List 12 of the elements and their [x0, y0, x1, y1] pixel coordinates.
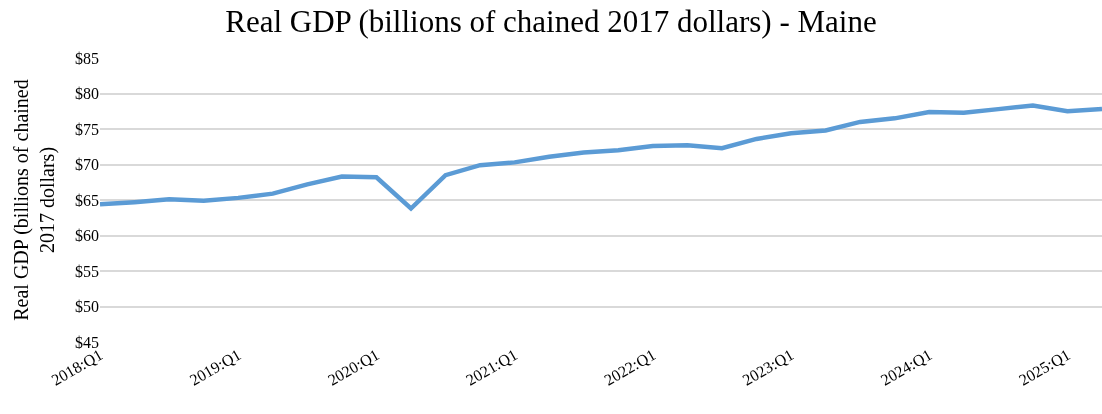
y-tick-label: $75: [75, 120, 99, 138]
chart-title: Real GDP (billions of chained 2017 dollars) - Maine: [225, 4, 877, 40]
y-tick-label: $85: [75, 49, 99, 67]
y-tick-label: $65: [75, 191, 99, 209]
y-tick-label: $45: [75, 333, 99, 351]
y-tick-label: $80: [75, 85, 99, 103]
y-axis-title: Real GDP (billions of chained 2017 dollars): [9, 79, 59, 321]
line-series: [100, 103, 1102, 211]
y-tick-label: $50: [75, 298, 99, 316]
y-tick-label: $60: [75, 227, 99, 245]
y-tick-label: $70: [75, 156, 99, 174]
y-tick-label: $55: [75, 262, 99, 280]
